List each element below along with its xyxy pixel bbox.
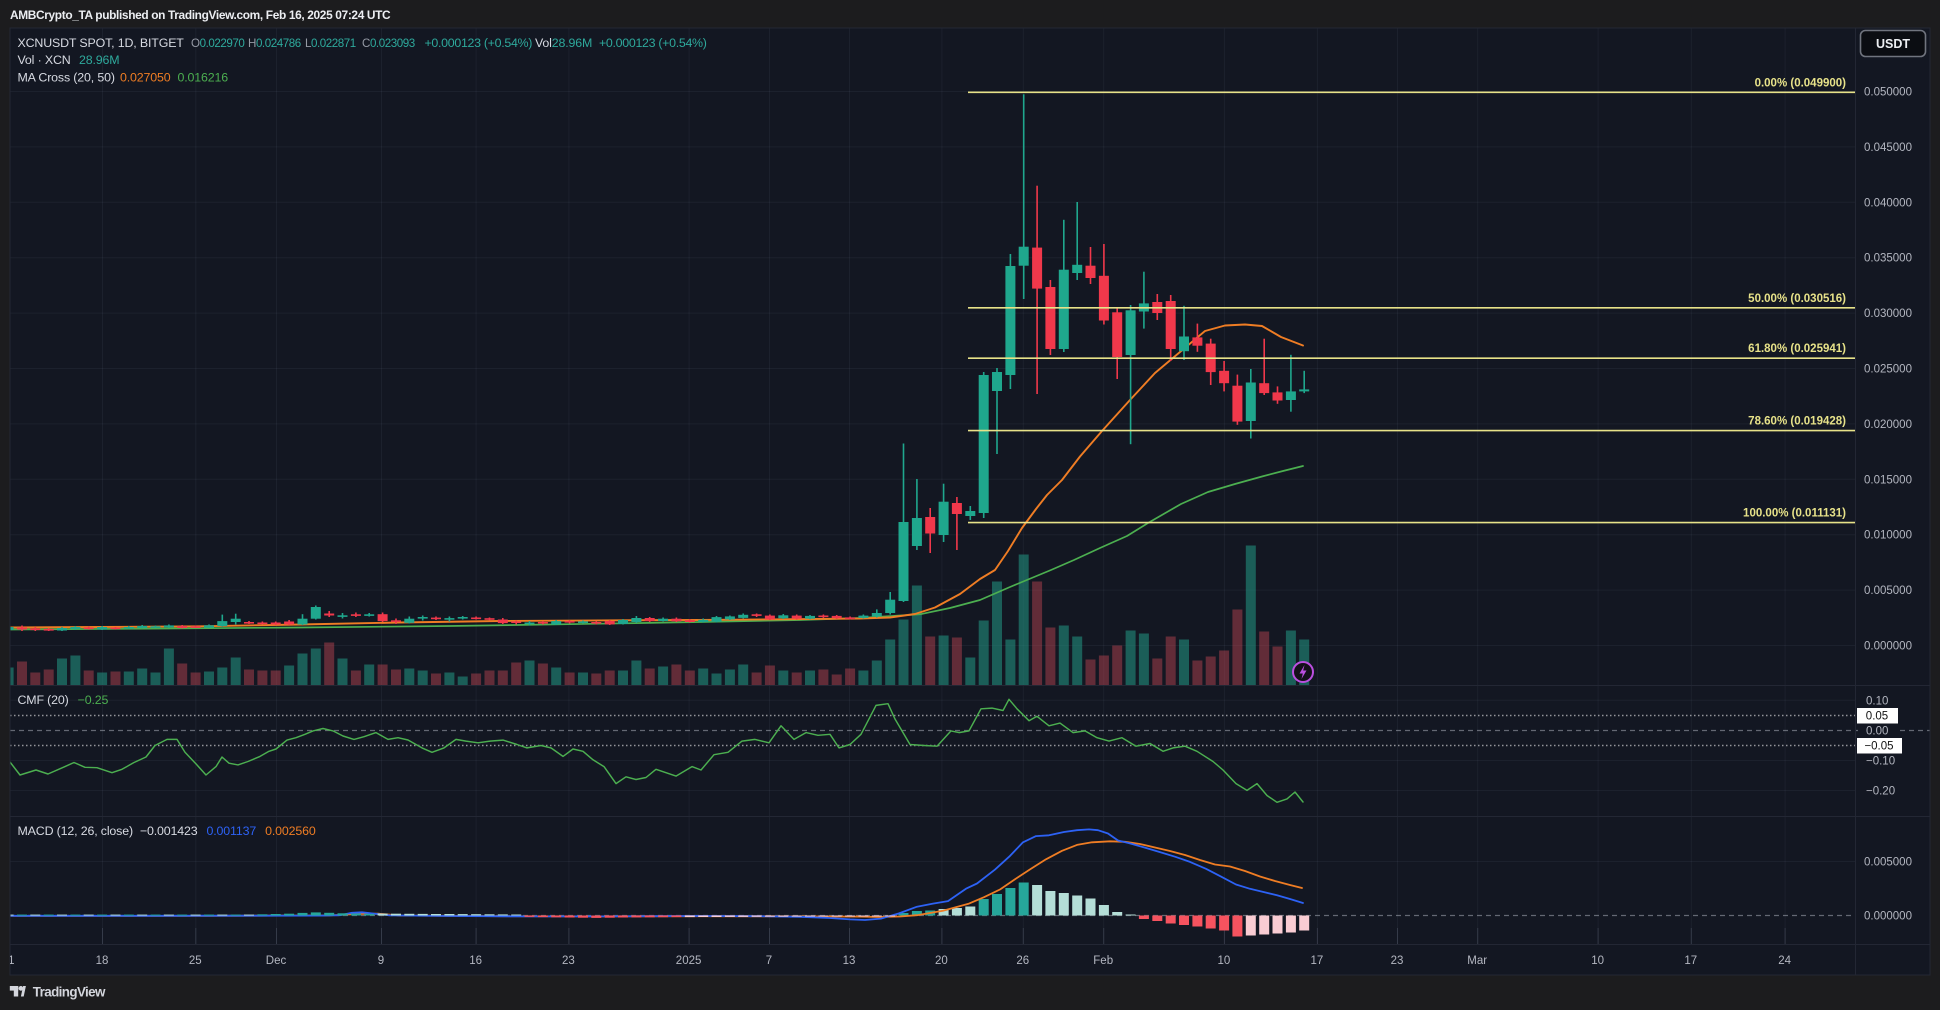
svg-text:L0.022871: L0.022871 xyxy=(305,37,356,50)
svg-text:0.035000: 0.035000 xyxy=(1864,253,1912,265)
svg-text:100.00% (0.011131): 100.00% (0.011131) xyxy=(1743,508,1846,520)
svg-text:0.000000: 0.000000 xyxy=(1864,641,1912,653)
svg-text:TradingView: TradingView xyxy=(33,985,106,1000)
svg-text:USDT: USDT xyxy=(1876,37,1910,51)
svg-text:16: 16 xyxy=(469,955,482,967)
svg-text:H0.024786: H0.024786 xyxy=(248,37,301,50)
svg-text:0.025000: 0.025000 xyxy=(1864,364,1912,376)
svg-text:11: 11 xyxy=(3,955,15,967)
svg-text:Dec: Dec xyxy=(266,955,287,967)
svg-text:−0.10: −0.10 xyxy=(1866,756,1895,768)
svg-text:25: 25 xyxy=(189,955,202,967)
svg-text:61.80% (0.025941): 61.80% (0.025941) xyxy=(1748,343,1846,355)
svg-text:0.005000: 0.005000 xyxy=(1864,857,1912,869)
svg-text:−0.05: −0.05 xyxy=(1864,741,1893,753)
svg-text:CMF (20)−0.25: CMF (20) −0.25 xyxy=(18,693,109,707)
svg-text:0.050000: 0.050000 xyxy=(1864,87,1912,99)
svg-text:−0.20: −0.20 xyxy=(1866,786,1895,798)
svg-text:9: 9 xyxy=(378,955,384,967)
svg-text:XCNUSDT SPOT, 1D, BITGET: XCNUSDT SPOT, 1D, BITGET xyxy=(18,36,185,50)
svg-text:O0.022970: O0.022970 xyxy=(191,37,244,50)
svg-text:0.10: 0.10 xyxy=(1866,695,1888,707)
svg-text:C0.023093: C0.023093 xyxy=(362,37,415,50)
svg-text:0.040000: 0.040000 xyxy=(1864,197,1912,209)
svg-text:0.010000: 0.010000 xyxy=(1864,530,1912,542)
svg-text:0.005000: 0.005000 xyxy=(1864,585,1912,597)
svg-text:+0.000123 (+0.54%): +0.000123 (+0.54%) xyxy=(599,36,707,50)
svg-text:0.015000: 0.015000 xyxy=(1864,474,1912,486)
svg-text:26: 26 xyxy=(1016,955,1029,967)
svg-text:2025: 2025 xyxy=(676,955,702,967)
svg-text:20: 20 xyxy=(935,955,948,967)
svg-text:23: 23 xyxy=(1391,955,1404,967)
svg-text:17: 17 xyxy=(1311,955,1324,967)
svg-text:0.05: 0.05 xyxy=(1866,711,1888,723)
svg-text:28.96M: 28.96M xyxy=(79,53,119,67)
svg-text:Feb: Feb xyxy=(1093,955,1113,967)
svg-text:10: 10 xyxy=(1218,955,1231,967)
svg-text:+0.000123 (+0.54%): +0.000123 (+0.54%) xyxy=(425,36,533,50)
svg-text:13: 13 xyxy=(843,955,856,967)
svg-text:78.60% (0.019428): 78.60% (0.019428) xyxy=(1748,416,1846,428)
svg-text:Vol28.96M: Vol28.96M xyxy=(535,36,592,50)
svg-text:10: 10 xyxy=(1591,955,1604,967)
svg-text:24: 24 xyxy=(1778,955,1791,967)
svg-text:AMBCrypto_TA published on Trad: AMBCrypto_TA published on TradingView.co… xyxy=(10,8,391,22)
svg-text:0.027050: 0.027050 xyxy=(120,71,171,85)
svg-text:0.030000: 0.030000 xyxy=(1864,308,1912,320)
svg-text:Mar: Mar xyxy=(1467,955,1487,967)
svg-text:50.00% (0.030516): 50.00% (0.030516) xyxy=(1748,293,1846,305)
svg-text:0.00% (0.049900): 0.00% (0.049900) xyxy=(1755,77,1847,89)
svg-text:17: 17 xyxy=(1684,955,1697,967)
svg-text:Vol · XCN: Vol · XCN xyxy=(18,53,71,67)
svg-text:MA Cross (20, 50): MA Cross (20, 50) xyxy=(18,71,115,85)
svg-text:0.016216: 0.016216 xyxy=(178,71,229,85)
svg-text:23: 23 xyxy=(562,955,575,967)
svg-text:7: 7 xyxy=(766,955,772,967)
svg-text:0.00: 0.00 xyxy=(1866,726,1888,738)
svg-text:0.045000: 0.045000 xyxy=(1864,142,1912,154)
svg-text:0.020000: 0.020000 xyxy=(1864,419,1912,431)
svg-text:18: 18 xyxy=(96,955,109,967)
svg-text:0.000000: 0.000000 xyxy=(1864,911,1912,923)
